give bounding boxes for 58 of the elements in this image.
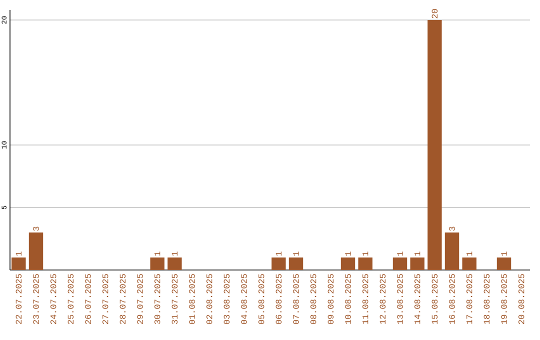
data-label: 1 xyxy=(293,252,299,256)
x-tick-label: 26.07.2025 xyxy=(85,274,91,324)
x-tick-label: 08.08.2025 xyxy=(310,274,316,324)
bar xyxy=(410,258,424,270)
bar xyxy=(28,232,44,270)
x-tick-label: 23.07.2025 xyxy=(33,274,39,324)
data-label: 1 xyxy=(172,252,178,256)
x-tick-label: 19.08.2025 xyxy=(501,274,507,324)
data-label: 1 xyxy=(276,252,282,256)
x-tick-label: 17.08.2025 xyxy=(466,274,472,324)
x-tick-label: 16.08.2025 xyxy=(449,274,455,324)
x-tick-label: 20.08.2025 xyxy=(518,274,524,324)
x-tick-label: 03.08.2025 xyxy=(224,274,230,324)
x-tick-label: 05.08.2025 xyxy=(258,274,264,324)
data-label: 1 xyxy=(16,252,22,256)
data-label: 20 xyxy=(432,9,438,18)
data-label: 1 xyxy=(345,252,351,256)
bar xyxy=(462,258,476,270)
x-tick-label: 25.07.2025 xyxy=(68,274,74,324)
x-tick-label: 09.08.2025 xyxy=(328,274,334,324)
data-label: 1 xyxy=(397,252,403,256)
x-tick-label: 27.07.2025 xyxy=(102,274,108,324)
bar xyxy=(444,232,460,270)
x-tick-label: 11.08.2025 xyxy=(362,274,368,324)
x-tick-label: 13.08.2025 xyxy=(397,274,403,324)
bar xyxy=(12,258,26,270)
x-tick-label: 18.08.2025 xyxy=(484,274,490,324)
x-tick-label: 29.07.2025 xyxy=(137,274,143,324)
x-tick-label: 10.08.2025 xyxy=(345,274,351,324)
x-tick-label: 07.08.2025 xyxy=(293,274,299,324)
x-tick-label: 15.08.2025 xyxy=(432,274,438,324)
data-label: 1 xyxy=(362,252,368,256)
data-label: 3 xyxy=(449,226,455,231)
data-label: 1 xyxy=(501,252,507,256)
x-tick-label: 22.07.2025 xyxy=(16,274,22,324)
data-label: 1 xyxy=(466,252,472,256)
data-label: 1 xyxy=(414,252,420,256)
bar xyxy=(150,258,164,270)
bar xyxy=(340,258,356,270)
bar xyxy=(288,258,304,270)
x-tick-label: 24.07.2025 xyxy=(50,274,56,324)
x-tick-label: 01.08.2025 xyxy=(189,274,195,324)
x-tick-label: 04.08.2025 xyxy=(241,274,247,324)
x-tick-label: 28.07.2025 xyxy=(120,274,126,324)
bar xyxy=(392,258,408,270)
bar xyxy=(168,258,182,270)
bar xyxy=(428,20,442,270)
bar xyxy=(272,258,286,270)
bar xyxy=(358,258,372,270)
x-tick-label: 31.07.2025 xyxy=(172,274,178,324)
data-label: 1 xyxy=(154,252,160,256)
x-tick-label: 12.08.2025 xyxy=(380,274,386,324)
x-tick-label: 02.08.2025 xyxy=(206,274,212,324)
data-label: 3 xyxy=(33,226,39,231)
x-tick-label: 06.08.2025 xyxy=(276,274,282,324)
x-tick-label: 30.07.2025 xyxy=(154,274,160,324)
bar xyxy=(496,258,512,270)
x-tick-label: 14.08.2025 xyxy=(414,274,420,324)
